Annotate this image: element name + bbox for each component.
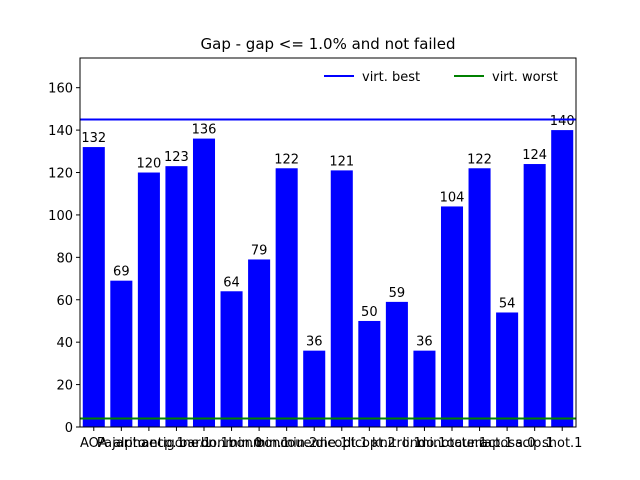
bar: [468, 168, 491, 427]
x-tick-label: raposa.0: [479, 436, 536, 451]
x-tick-label: lindo.1: [403, 436, 447, 451]
x-tick-label: alphaecp.1: [113, 436, 185, 451]
y-tick-label: 40: [56, 336, 73, 351]
data-label: 132: [81, 131, 106, 146]
x-tick-label: dicopt.1: [315, 436, 368, 451]
data-label: 136: [192, 123, 217, 138]
bar: [82, 147, 105, 427]
x-tick-label: knitro.1: [372, 436, 422, 451]
y-tick-label: 60: [56, 294, 73, 309]
y-tick-label: 100: [48, 209, 73, 224]
x-tick-label: AOA: [80, 436, 108, 451]
bar: [137, 172, 160, 427]
y-tick-label: 20: [56, 379, 73, 394]
x-tick-label: couenne.1: [280, 436, 348, 451]
x-tick-label: bonmin.1: [228, 436, 289, 451]
data-label: 140: [550, 114, 575, 129]
x-tick-label: Pajarito: [97, 436, 146, 451]
data-label: 124: [522, 148, 547, 163]
data-label: 54: [499, 296, 516, 311]
x-tick-label: antigone.1: [142, 436, 212, 451]
legend-label: virt. best: [362, 70, 420, 85]
x-tick-label: shot.1: [542, 436, 582, 451]
data-label: 36: [306, 335, 323, 350]
bar: [440, 206, 464, 427]
legend-label: virt. worst: [492, 70, 558, 85]
data-label: 123: [164, 150, 189, 165]
bar: [358, 320, 381, 427]
bar: [551, 130, 574, 427]
bar: [303, 350, 326, 427]
bar: [523, 164, 546, 427]
bar: [110, 280, 133, 427]
bar: [385, 301, 408, 427]
data-label: 122: [274, 152, 299, 167]
bar: [165, 166, 188, 428]
x-tick-label: dicopt.2: [343, 436, 396, 451]
bar: [496, 312, 519, 427]
data-label: 50: [361, 305, 378, 320]
x-tick-label: octeract.1: [446, 436, 512, 451]
data-label: 59: [389, 286, 406, 301]
x-tick-label: bonmin.2: [256, 436, 317, 451]
data-label: 121: [329, 154, 354, 169]
data-label: 122: [467, 152, 492, 167]
bar: [248, 259, 271, 427]
bar: [192, 138, 216, 427]
x-tick-label: baron.1: [179, 436, 229, 451]
y-tick-label: 160: [48, 82, 73, 97]
chart-title: Gap - gap <= 1.0% and not failed: [201, 35, 456, 53]
y-tick-label: 0: [65, 421, 73, 436]
data-label: 69: [113, 265, 130, 280]
data-label: 36: [416, 335, 433, 350]
y-tick-label: 140: [48, 124, 73, 139]
bar: [220, 291, 243, 427]
data-label: 79: [251, 243, 268, 258]
data-label: 120: [136, 157, 161, 172]
y-tick-label: 80: [56, 251, 73, 266]
data-label: 64: [223, 275, 240, 290]
bar: [275, 168, 298, 427]
plot-frame: [79, 57, 577, 428]
bar: [330, 170, 353, 427]
y-tick-label: 120: [48, 167, 73, 182]
x-tick-label: minotaur.1: [417, 436, 487, 451]
x-tick-label: scip.1: [516, 436, 554, 451]
data-label: 104: [440, 190, 465, 205]
bar: [413, 350, 436, 427]
x-tick-label: bonmin.0: [201, 436, 262, 451]
